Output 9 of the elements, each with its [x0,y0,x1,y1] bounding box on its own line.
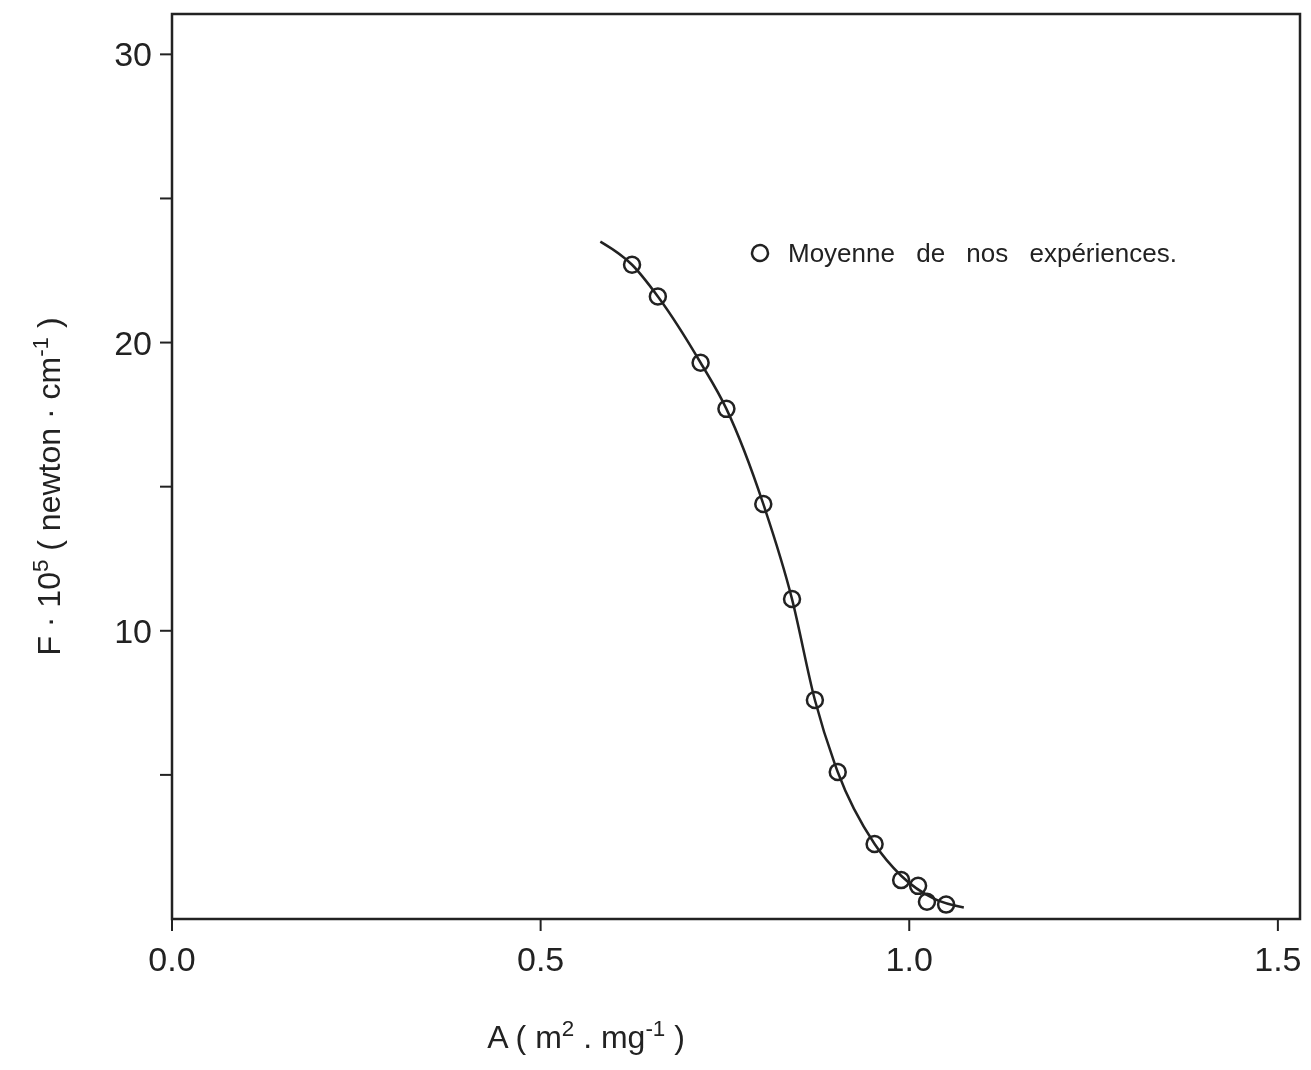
x-tick-label: 1.0 [885,940,933,978]
x-tick-label: 1.5 [1254,940,1302,978]
x-tick-label: 0.0 [148,940,196,978]
x-axis-title: A ( m$^{2}$ . mg$^{-1}$ ) [487,1015,685,1055]
y-tick-label: 30 [114,35,152,74]
y-tick-label: 20 [114,323,152,362]
y-tick-label: 10 [114,611,152,650]
legend-label: Moyenne de nos expériences. [788,238,1177,268]
x-tick-label: 0.5 [516,940,565,978]
